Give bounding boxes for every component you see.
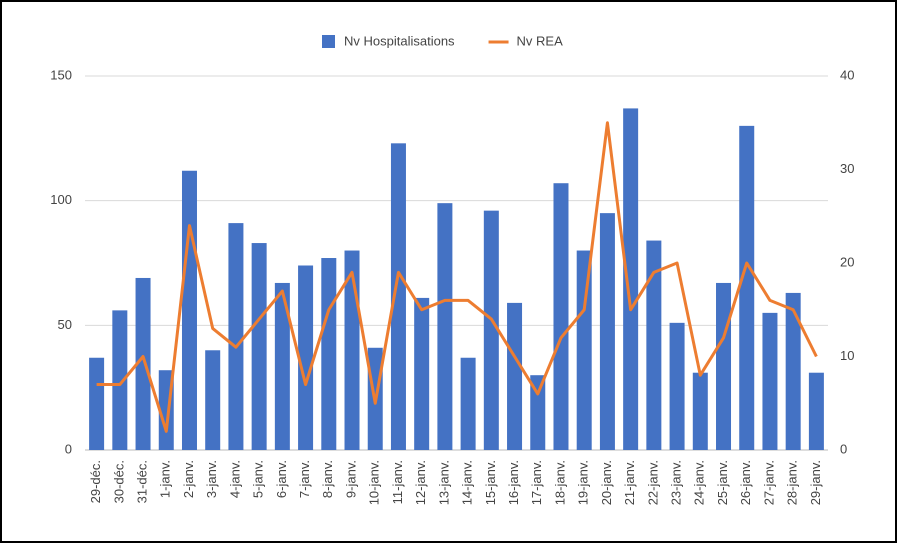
x-tick-label: 4-janv. xyxy=(227,460,242,498)
bar xyxy=(716,282,732,450)
bar xyxy=(507,302,523,450)
x-tick-label: 22-janv. xyxy=(645,460,660,505)
bar xyxy=(251,243,267,450)
bar xyxy=(274,282,290,450)
bar xyxy=(112,310,128,450)
y-tick-label: 0 xyxy=(65,441,72,456)
x-tick-label: 26-janv. xyxy=(738,460,753,505)
y-tick-label: 150 xyxy=(50,67,72,82)
x-tick-label: 19-janv. xyxy=(576,460,591,505)
bar xyxy=(762,312,778,450)
x-tick-label: 9-janv. xyxy=(343,460,358,498)
y2-tick-label: 40 xyxy=(840,67,854,82)
x-tick-label: 27-janv. xyxy=(761,460,776,505)
x-tick-label: 6-janv. xyxy=(274,460,289,498)
bar xyxy=(437,203,453,450)
x-tick-label: 15-janv. xyxy=(483,460,498,505)
bar xyxy=(298,265,314,450)
bar xyxy=(135,277,151,450)
x-tick-label: 29-janv. xyxy=(808,460,823,505)
x-tick-label: 25-janv. xyxy=(715,460,730,505)
x-tick-label: 8-janv. xyxy=(320,460,335,498)
x-tick-label: 30-déc. xyxy=(111,460,126,503)
x-tick-label: 1-janv. xyxy=(158,460,173,498)
bar xyxy=(483,210,499,450)
bar xyxy=(739,125,755,450)
x-tick-label: 28-janv. xyxy=(785,460,800,505)
x-tick-label: 18-janv. xyxy=(552,460,567,505)
x-tick-label: 16-janv. xyxy=(506,460,521,505)
x-tick-label: 11-janv. xyxy=(390,460,405,504)
bar xyxy=(321,258,337,450)
x-tick-label: 3-janv. xyxy=(204,460,219,498)
x-tick-label: 13-janv. xyxy=(436,460,451,505)
y2-tick-label: 10 xyxy=(840,348,854,363)
x-tick-label: 10-janv. xyxy=(367,460,382,505)
bar xyxy=(205,350,221,450)
x-tick-label: 31-déc. xyxy=(134,460,149,503)
bar xyxy=(390,143,406,450)
bar xyxy=(669,322,685,450)
y-tick-label: 50 xyxy=(58,317,72,332)
bar xyxy=(89,357,105,450)
x-tick-label: 29-déc. xyxy=(88,460,103,503)
y-tick-label: 100 xyxy=(50,192,72,207)
bar xyxy=(553,183,569,451)
bar xyxy=(530,375,546,450)
bar xyxy=(785,292,801,450)
x-tick-label: 7-janv. xyxy=(297,460,312,498)
x-tick-label: 23-janv. xyxy=(669,460,684,505)
x-tick-label: 20-janv. xyxy=(599,460,614,505)
y2-tick-label: 20 xyxy=(840,254,854,269)
legend-swatch xyxy=(322,35,335,48)
bar xyxy=(460,357,476,450)
legend-label: Nv Hospitalisations xyxy=(344,33,455,48)
x-tick-label: 17-janv. xyxy=(529,460,544,505)
bar xyxy=(692,372,708,450)
bar xyxy=(576,250,592,450)
x-tick-label: 21-janv. xyxy=(622,460,637,505)
bar xyxy=(599,213,615,450)
x-tick-label: 12-janv. xyxy=(413,460,428,505)
x-tick-label: 2-janv. xyxy=(181,460,196,498)
bar xyxy=(181,170,197,450)
line xyxy=(96,121,818,433)
x-tick-label: 5-janv. xyxy=(251,460,266,498)
y2-tick-label: 0 xyxy=(840,441,847,456)
bar xyxy=(228,223,244,450)
bar xyxy=(808,372,824,450)
bar xyxy=(623,108,639,450)
x-tick-label: 14-janv. xyxy=(460,460,475,505)
bar xyxy=(414,297,430,450)
y2-tick-label: 30 xyxy=(840,161,854,176)
x-tick-label: 24-janv. xyxy=(692,460,707,505)
legend-label: Nv REA xyxy=(517,33,564,48)
bar xyxy=(646,240,662,450)
